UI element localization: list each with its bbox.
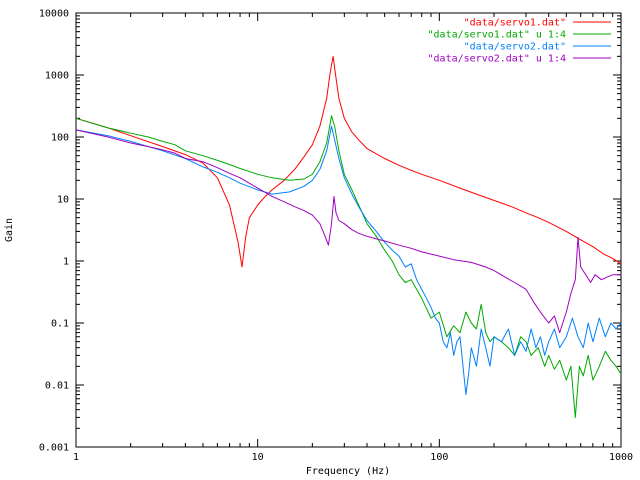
x-axis-ticks: 1 10 100 1000	[73, 13, 633, 463]
series-line-4	[75, 129, 621, 334]
x-tick-label: 100	[430, 452, 448, 463]
legend: "data/servo1.dat""data/servo1.dat" u 1:4…	[428, 18, 611, 65]
y-tick-label: 10	[57, 195, 69, 206]
plot-frame	[75, 12, 622, 448]
x-tick-label: 1000	[609, 452, 633, 463]
legend-label: "data/servo2.dat"	[464, 42, 566, 53]
legend-label: "data/servo2.dat" u 1:4	[428, 54, 566, 65]
y-tick-label: 1000	[45, 71, 69, 82]
y-tick-label: 100	[51, 133, 69, 144]
x-tick-label: 10	[252, 452, 264, 463]
y-tick-label: 1	[63, 257, 69, 268]
legend-label: "data/servo1.dat"	[464, 18, 566, 29]
y-tick-label: 0.001	[39, 443, 69, 454]
series-line-3	[75, 125, 622, 396]
series-line-1	[75, 55, 622, 268]
y-tick-label: 0.1	[51, 319, 69, 330]
y-axis-ticks: 0.001 0.01 0.1 1 10 100 1000 10000	[39, 9, 621, 454]
legend-label: "data/servo1.dat" u 1:4	[428, 30, 566, 41]
x-tick-label: 1	[73, 452, 79, 463]
y-tick-label: 10000	[39, 9, 69, 20]
series-lines	[75, 55, 622, 418]
y-axis-label: Gain	[4, 218, 15, 242]
x-axis-label: Frequency (Hz)	[306, 466, 390, 477]
series-line-2	[75, 115, 622, 418]
y-tick-label: 0.01	[45, 381, 69, 392]
